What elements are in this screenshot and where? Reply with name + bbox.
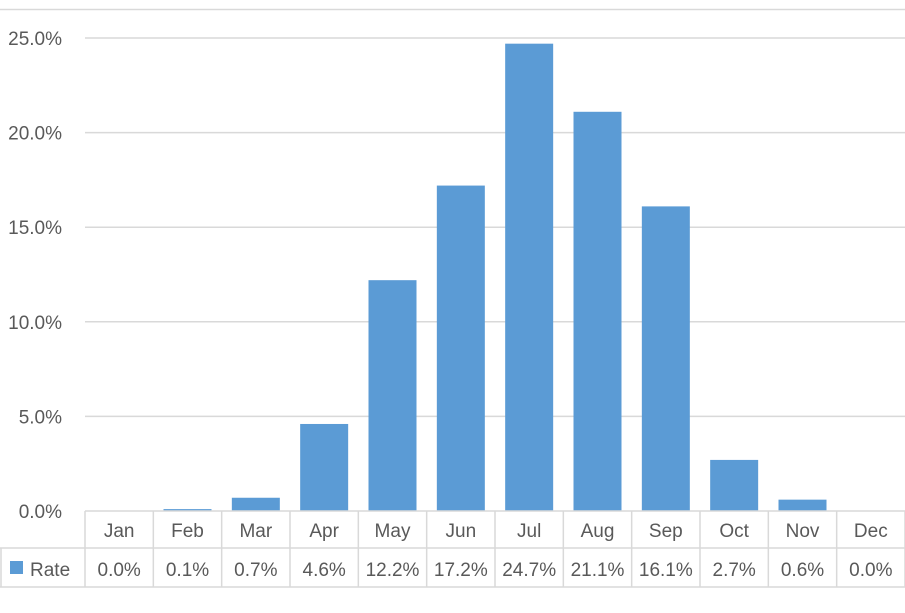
bar-jul	[505, 43, 554, 512]
legend-swatch	[10, 561, 23, 574]
bar-nov	[778, 499, 827, 511]
y-axis-ticks: 0.0% 5.0% 10.0% 15.0% 20.0% 25.0%	[8, 29, 62, 523]
category-label: Apr	[309, 521, 339, 542]
y-tick-label: 20.0%	[8, 124, 62, 145]
category-label: Jul	[517, 521, 541, 542]
y-tick-label: 5.0%	[19, 407, 62, 428]
gridlines	[0, 8, 905, 418]
table-value-cell: 4.6%	[303, 560, 346, 581]
category-label: Dec	[854, 521, 888, 542]
bar-aug	[573, 111, 622, 512]
bar-mar	[231, 497, 280, 511]
category-label: May	[375, 521, 411, 542]
bar-may	[368, 280, 417, 511]
bar-sep	[641, 206, 690, 511]
bar-apr	[300, 423, 349, 511]
table-value-cell: 17.2%	[434, 560, 488, 581]
table-value-cell: 2.7%	[713, 560, 756, 581]
bar-jun	[436, 185, 485, 512]
category-label: Jan	[104, 521, 135, 542]
category-label: Oct	[719, 521, 749, 542]
table-value-cell: 0.0%	[849, 560, 892, 581]
category-label: Nov	[786, 521, 820, 542]
table-value-cell: 0.6%	[781, 560, 824, 581]
y-tick-label: 25.0%	[8, 29, 62, 50]
table-value-cell: 0.1%	[166, 560, 209, 581]
legend-series-label: Rate	[30, 560, 70, 581]
y-tick-label: 15.0%	[8, 218, 62, 239]
y-tick-label: 0.0%	[19, 502, 62, 523]
category-label: Feb	[171, 521, 204, 542]
y-tick-label: 10.0%	[8, 313, 62, 334]
bars	[163, 43, 827, 512]
bar-feb	[163, 509, 212, 511]
category-label: Sep	[649, 521, 683, 542]
table-value-cell: 0.0%	[98, 560, 141, 581]
category-label: Jun	[446, 521, 477, 542]
table-value-cell: 21.1%	[571, 560, 625, 581]
table-value-cell: 24.7%	[502, 560, 556, 581]
category-label: Aug	[581, 521, 615, 542]
table-value-cell: 12.2%	[366, 560, 420, 581]
table-value-cell: 0.7%	[234, 560, 277, 581]
bar-oct	[710, 459, 759, 511]
category-label: Mar	[239, 521, 272, 542]
table-value-cell: 16.1%	[639, 560, 693, 581]
data-table: Jan 0.0% Feb 0.1% Mar 0.7% Apr 4.6% May 12.2% Jun 1…	[0, 510, 905, 588]
